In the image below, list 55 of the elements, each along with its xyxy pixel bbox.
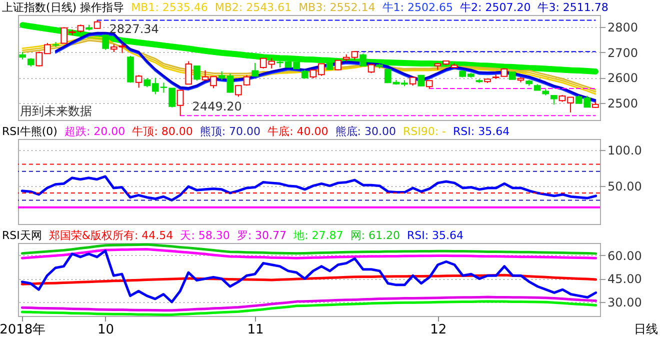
ref-line-label: 熊底: 30.00 (335, 125, 396, 138)
text: MB2: 2543.61 (214, 1, 292, 14)
text: MB3: 2552.14 (298, 1, 376, 14)
chart-title: RSI牛熊(0) (2, 125, 58, 138)
candlestick (368, 63, 375, 74)
x-tick-label: 2018年 (0, 322, 46, 338)
text: RSI: 35.64 (406, 229, 464, 242)
text: MB1: 2535.46 (131, 1, 208, 14)
ref-line-label: 牛顶: 80.00 (132, 125, 193, 138)
annotation: 用到未来数据 (20, 104, 92, 118)
line-series (20, 243, 598, 255)
ref-line-label: 超跌: 20.00 (64, 125, 126, 138)
candlestick (252, 62, 258, 77)
line-series (20, 250, 598, 304)
text: 郑国荣&版权所有: 44.54 (48, 229, 174, 242)
text: 地: 27.87 (294, 229, 344, 242)
candlestick (550, 94, 558, 106)
text: 牛2: 2507.20 (460, 1, 531, 14)
line-series (20, 175, 598, 202)
line-series (20, 296, 598, 312)
series-label: 网: 61.20 (350, 229, 400, 242)
y-tick-label: 2800 (608, 20, 638, 35)
text: 日线 (634, 321, 658, 338)
line-series (20, 248, 598, 260)
x-tick-label: 11 (247, 322, 264, 338)
y-tick-label: 45.00 (608, 272, 642, 286)
candlestick (185, 60, 192, 85)
y-tick-label: 2500 (608, 96, 638, 110)
candlestick (334, 60, 342, 71)
candlestick (176, 90, 184, 116)
y-tick-label: 60.00 (608, 248, 642, 263)
ref-line-label: 熊顶: 70.00 (200, 125, 261, 138)
text: 牛1: 2502.65 (382, 1, 453, 14)
y-tick-label: 50.00 (608, 179, 642, 194)
text: 牛3: 2511.78 (538, 1, 608, 14)
text: RSI90: - (402, 125, 446, 138)
chart-title: RSI天网 (2, 229, 42, 242)
series-label: 天: 58.30 (180, 229, 230, 242)
text: 罗: 30.77 (236, 229, 287, 242)
x-tick-label: 12 (430, 322, 447, 338)
x-tick-label: 10 (98, 322, 114, 338)
y-tick-label: 2600 (608, 71, 638, 86)
text: RSI: 35.64 (453, 125, 510, 138)
chart-title: 上证指数(日线) 操作指导 (2, 1, 124, 14)
y-tick-label: 100.0 (608, 143, 642, 158)
line-series (20, 300, 598, 316)
candlestick (360, 53, 366, 66)
annotation: 2827.34 (109, 22, 159, 36)
y-tick-label: 2700 (608, 46, 638, 60)
annotation: 2449.20 (192, 100, 242, 114)
candlestick (135, 74, 142, 88)
y-tick-label: 30.00 (608, 296, 642, 310)
candlestick (194, 65, 200, 82)
ref-line-label: 牛底: 40.00 (268, 125, 328, 138)
candlestick (102, 34, 109, 50)
